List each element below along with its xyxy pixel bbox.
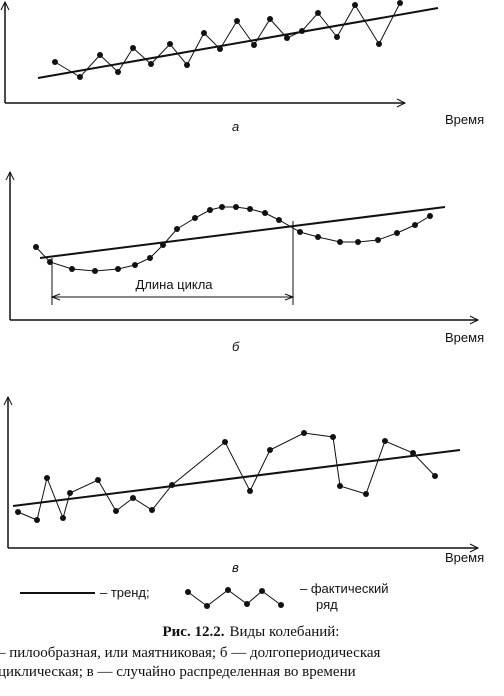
data-point <box>337 483 343 489</box>
data-point <box>115 266 121 272</box>
x-axis-label: Время <box>445 112 484 127</box>
data-point <box>397 0 403 6</box>
data-point <box>97 52 103 58</box>
data-point <box>92 268 98 274</box>
data-point <box>394 230 400 236</box>
data-point <box>334 34 340 40</box>
caption-line: – пилообразная, или маятниковая; б — дол… <box>0 645 381 661</box>
data-point <box>297 229 303 235</box>
annotation-bg <box>122 277 226 293</box>
data-point <box>222 439 228 445</box>
trend-line <box>39 206 446 259</box>
data-point <box>217 46 223 52</box>
data-point <box>301 430 307 436</box>
axis-arrow <box>5 170 15 181</box>
bracket-arrow <box>50 293 61 301</box>
caption-heading: Рис. 12.2. Виды колебаний: <box>163 624 340 640</box>
data-point <box>219 204 225 210</box>
data-point <box>330 434 336 440</box>
data-point <box>147 255 153 261</box>
data-point <box>355 239 361 245</box>
data-point <box>174 226 180 232</box>
legend-series-points <box>185 587 284 609</box>
data-point <box>115 69 121 75</box>
data-point <box>337 239 343 245</box>
data-point <box>169 482 175 488</box>
caption-line: циклическая; в — случайно распределенная… <box>0 664 356 680</box>
legend-series-line <box>187 589 282 607</box>
data-point <box>432 473 438 479</box>
data-point <box>167 41 173 47</box>
data-point <box>247 488 253 494</box>
data-point <box>276 217 282 223</box>
data-point <box>410 450 416 456</box>
data-point <box>382 438 388 444</box>
data-point <box>234 18 240 24</box>
data-point <box>363 491 369 497</box>
chart-label: а <box>232 119 239 134</box>
data-point <box>148 61 154 67</box>
data-point <box>427 213 433 219</box>
data-point <box>132 262 138 268</box>
annotation: Длина цикла <box>135 277 213 292</box>
data-point <box>201 30 207 36</box>
data-point <box>69 266 75 272</box>
data-point <box>34 517 40 523</box>
data-point <box>299 28 305 34</box>
axis-arrow <box>469 543 480 553</box>
data-point <box>95 477 101 483</box>
data-point <box>192 215 198 221</box>
data-point <box>267 447 273 453</box>
data-point <box>233 204 239 210</box>
data-point <box>251 42 257 48</box>
data-point <box>315 10 321 16</box>
axis-arrow <box>469 315 480 325</box>
axis-arrow <box>396 98 407 108</box>
series-line <box>54 2 401 78</box>
data-point <box>44 475 50 481</box>
chart-label: б <box>232 339 240 354</box>
trend-line <box>12 449 461 507</box>
axis-arrow <box>3 395 13 406</box>
series-line <box>35 206 431 272</box>
bracket-arrow <box>284 293 295 301</box>
data-point <box>375 237 381 243</box>
data-point <box>77 74 83 80</box>
caption-title: Виды колебаний: <box>229 624 339 640</box>
data-point <box>33 244 39 250</box>
data-point <box>352 2 358 8</box>
data-point <box>60 515 66 521</box>
x-axis-label: Время <box>445 330 484 345</box>
data-point <box>113 508 119 514</box>
data-point <box>15 509 21 515</box>
legend-series-label: – фактический <box>300 581 389 596</box>
x-axis-label: Время <box>445 550 484 565</box>
legend-trend-label: – тренд; <box>100 585 150 600</box>
data-point <box>412 222 418 228</box>
data-point <box>207 207 213 213</box>
data-point <box>184 62 190 68</box>
axis-arrow <box>0 0 10 11</box>
data-point <box>315 234 321 240</box>
data-point <box>160 242 166 248</box>
data-point <box>284 35 290 41</box>
data-point <box>130 45 136 51</box>
data-point <box>149 507 155 513</box>
data-point <box>52 59 58 65</box>
data-point <box>262 210 268 216</box>
caption-label: Рис. 12.2. <box>163 624 225 640</box>
data-point <box>247 206 253 212</box>
chart-label: в <box>232 560 239 575</box>
data-point <box>130 495 136 501</box>
data-point <box>376 41 382 47</box>
trend-line <box>37 7 439 79</box>
data-point <box>267 16 273 22</box>
series-line <box>17 432 436 521</box>
legend-series-label: ряд <box>316 597 338 612</box>
data-point <box>67 490 73 496</box>
